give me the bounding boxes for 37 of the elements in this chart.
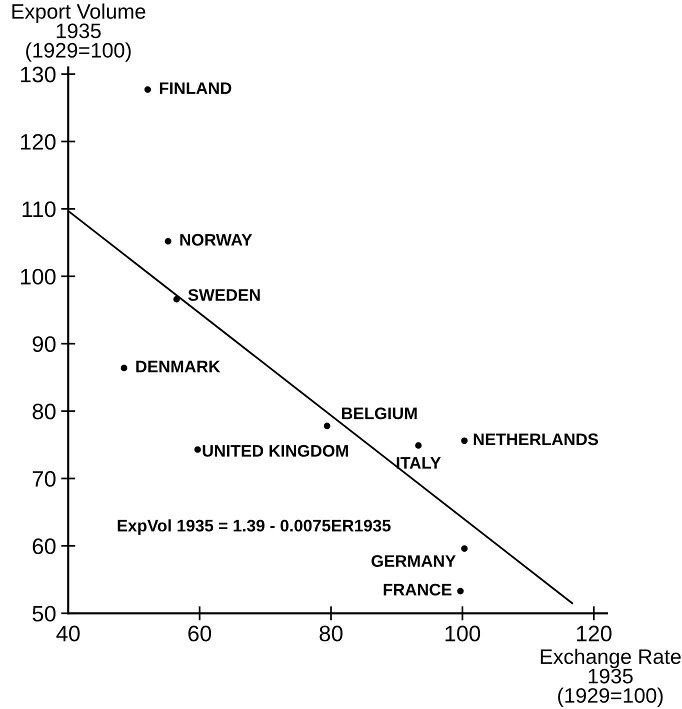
x-tick-label: 40 <box>56 626 80 642</box>
point <box>194 446 201 453</box>
annotation: ITALY <box>396 457 441 469</box>
annotation: FRANCE <box>384 584 452 596</box>
y-axis-title: Export Volume 1935 (1929=100) <box>12 4 146 62</box>
point <box>461 437 468 444</box>
x-tick-label: 80 <box>320 626 343 642</box>
annotation: NETHERLANDS <box>474 433 598 446</box>
x-tick-label: 60 <box>188 626 212 642</box>
point <box>120 364 128 372</box>
y-tick-label: 100 <box>21 268 56 285</box>
y-tick-label: 130 <box>21 66 56 82</box>
y-tick-label: 70 <box>32 471 56 487</box>
annotation: SWEDEN <box>188 289 260 301</box>
annotation: NORWAY <box>180 234 252 246</box>
point <box>324 422 330 430</box>
annotation: GERMANY <box>372 555 456 567</box>
point <box>461 545 468 552</box>
annotation: UNITED KINGDOM <box>202 444 348 457</box>
y-tick-label: 80 <box>32 404 56 420</box>
point <box>457 588 464 594</box>
annotation: BELGIUM <box>342 407 417 420</box>
x-tick-label: 100 <box>446 626 480 642</box>
y-tick-label: 60 <box>32 538 56 554</box>
y-tick-label: 50 <box>32 606 56 622</box>
annotation: ExpVol 1935 = 1.39 - 0.0075ER1935 <box>118 519 391 535</box>
x-tick-label: 120 <box>576 626 612 642</box>
point <box>144 86 151 93</box>
x-axis-title: Exchange Rate 1935 (1929=100) <box>540 648 681 707</box>
annotation: DENMARK <box>136 360 220 372</box>
y-tick-label: 120 <box>21 134 56 150</box>
point <box>164 238 172 245</box>
y-tick-label: 90 <box>32 336 56 352</box>
point <box>173 296 180 302</box>
annotation: FINLAND <box>160 82 232 94</box>
point <box>415 442 422 449</box>
y-tick-label: 110 <box>22 201 56 218</box>
